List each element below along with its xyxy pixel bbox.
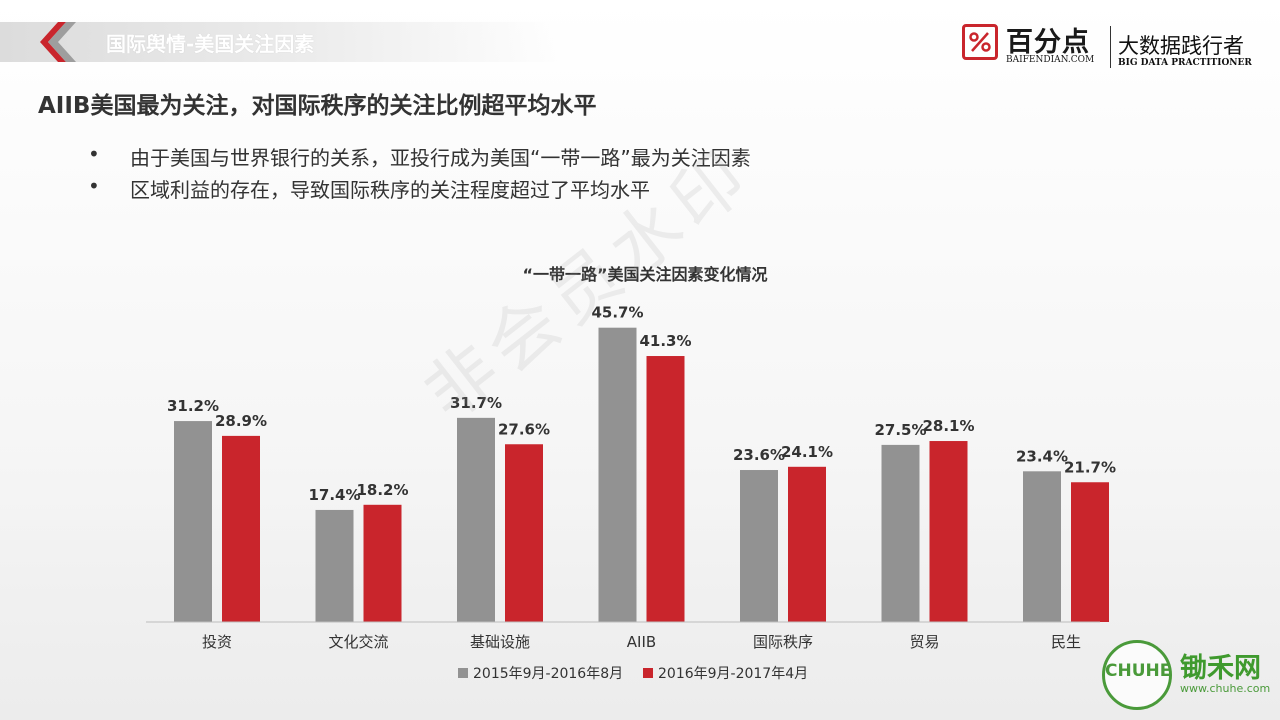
data-label: 31.7% [450, 394, 502, 412]
bar-series2 [363, 504, 402, 622]
x-tick-label: 贸易 [909, 633, 939, 651]
legend-swatch [458, 668, 468, 678]
bar-series1 [881, 444, 920, 622]
bar-series2 [1071, 482, 1109, 622]
x-tick-label: 投资 [202, 633, 232, 651]
x-tick-label: 国际秩序 [753, 633, 813, 651]
top-bar: 国际舆情-美国关注因素 百分点 BAIFENDIAN.COM 大数据践行者 BI… [0, 0, 1280, 80]
bullet-marker: • [88, 174, 100, 198]
legend-label: 2015年9月-2016年8月 [473, 666, 623, 682]
logo-name: 百分点 [1006, 27, 1090, 58]
data-labels-group: 31.2%28.9% 17.4%18.2% 31.7% 27.6% 45.7% 41.3%… [167, 304, 1116, 504]
data-label: 24.1% [781, 443, 833, 461]
page-title: AIIB美国最为关注，对国际秩序的关注比例超平均水平 [38, 93, 597, 119]
bar-series2 [646, 356, 685, 622]
logo-domain: BAIFENDIAN.COM [1006, 55, 1095, 65]
chuhe-badge-text: CHUHE [1105, 661, 1172, 681]
section-title: 国际舆情-美国关注因素 [106, 32, 315, 56]
legend: 2015年9月-2016年8月 2016年9月-2017年4月 [458, 666, 808, 682]
data-label: 27.6% [498, 420, 550, 438]
brand-chevron-icon [40, 22, 92, 62]
legend-label: 2016年9月-2017年4月 [658, 666, 808, 682]
bar-series1 [1023, 471, 1061, 622]
logo-slogan-en: BIG DATA PRACTITIONER [1118, 58, 1252, 68]
data-label: 23.6% [733, 446, 785, 464]
chuhe-url: www.chuhe.com [1180, 682, 1271, 695]
logo-divider [1110, 26, 1111, 68]
bar-series1 [598, 327, 637, 622]
data-label: 17.4% [308, 486, 360, 504]
bar-series1 [457, 417, 495, 622]
data-label: 21.7% [1064, 458, 1116, 476]
bar-chart: “一带一路”美国关注因素变化情况 31.2%28.9%17.4%18.2%31.… [146, 265, 1116, 682]
bar-series2 [222, 435, 260, 622]
data-label: 27.5% [874, 421, 926, 439]
baifendian-logo: 百分点 BAIFENDIAN.COM 大数据践行者 BIG DATA PRACT… [962, 20, 1262, 72]
x-tick-label: 基础设施 [470, 633, 530, 651]
bar-series1 [740, 470, 778, 622]
bar-series2 [929, 441, 968, 622]
bar-series2 [505, 444, 543, 622]
bar-series1 [174, 421, 212, 622]
x-ticks-group: 投资 文化交流 基础设施 AIIB 国际秩序 贸易 民生 [202, 633, 1081, 651]
logo-slogan: 大数据践行者 [1118, 34, 1244, 58]
chuhe-logo: CHUHE 锄禾网 www.chuhe.com [1102, 640, 1272, 716]
bullet-text: 由于美国与世界银行的关系，亚投行成为美国“一带一路”最为关注因素 [130, 146, 751, 170]
data-label: 18.2% [356, 481, 408, 499]
header-band [0, 22, 560, 62]
chart-title: “一带一路”美国关注因素变化情况 [522, 265, 767, 284]
bullet-text: 区域利益的存在，导致国际秩序的关注程度超过了平均水平 [130, 178, 650, 202]
data-label: 45.7% [591, 304, 643, 322]
legend-swatch [643, 668, 653, 678]
x-tick-label: 民生 [1051, 633, 1081, 651]
bar-series2 [788, 466, 826, 622]
data-label: 28.9% [215, 412, 267, 430]
x-tick-label: AIIB [627, 633, 656, 651]
percent-icon [962, 24, 998, 60]
data-label: 41.3% [639, 332, 691, 350]
bullet-marker: • [88, 142, 100, 166]
data-label: 23.4% [1016, 447, 1068, 465]
bar-series1 [315, 509, 354, 622]
x-tick-label: 文化交流 [328, 633, 388, 651]
data-label: 28.1% [922, 417, 974, 435]
bars-group [174, 327, 1109, 622]
chuhe-badge-icon: CHUHE [1102, 640, 1172, 710]
chuhe-name: 锄禾网 [1180, 653, 1261, 684]
data-label: 31.2% [167, 397, 219, 415]
